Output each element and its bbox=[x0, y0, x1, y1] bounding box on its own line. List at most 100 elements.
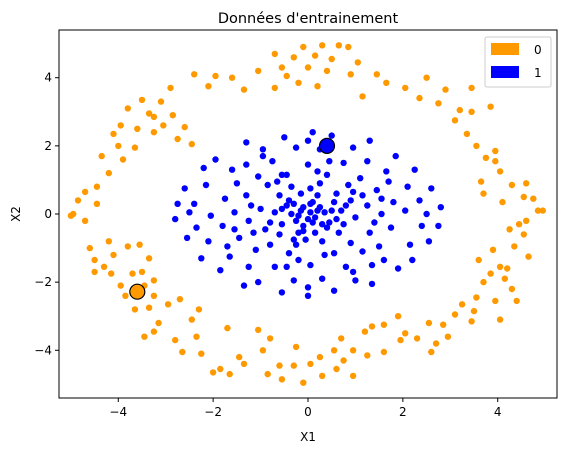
point-class-0-7 bbox=[328, 55, 335, 63]
point-class-1-128 bbox=[411, 166, 418, 173]
point-class-1-156 bbox=[290, 236, 297, 243]
point-class-1-138 bbox=[274, 178, 281, 185]
point-class-1-103 bbox=[174, 200, 181, 207]
point-class-1-67 bbox=[290, 277, 297, 284]
point-class-1-20 bbox=[335, 229, 342, 236]
point-class-0-47 bbox=[81, 188, 89, 196]
point-class-0-43 bbox=[131, 144, 139, 151]
point-class-1-126 bbox=[330, 250, 338, 257]
point-class-0-115 bbox=[259, 347, 267, 354]
point-class-1-154 bbox=[295, 212, 302, 219]
point-class-1-100 bbox=[437, 204, 444, 211]
point-class-0-70 bbox=[539, 207, 546, 214]
point-class-0-124 bbox=[150, 328, 158, 335]
point-class-1-92 bbox=[394, 265, 402, 272]
point-class-0-118 bbox=[217, 365, 224, 373]
chart-title: Données d'entrainement bbox=[218, 11, 399, 27]
point-class-0-90 bbox=[440, 321, 447, 328]
point-class-1-48 bbox=[373, 186, 380, 194]
point-class-0-120 bbox=[209, 369, 217, 376]
point-class-1-144 bbox=[259, 152, 267, 160]
point-class-1-133 bbox=[319, 221, 326, 228]
point-class-1-56 bbox=[390, 198, 397, 206]
point-class-0-73 bbox=[511, 243, 518, 250]
point-class-1-107 bbox=[240, 282, 248, 289]
point-class-0-133 bbox=[122, 292, 129, 299]
point-class-1-12 bbox=[314, 192, 321, 199]
point-class-0-50 bbox=[67, 212, 75, 219]
point-class-0-54 bbox=[181, 123, 188, 131]
point-class-1-11 bbox=[304, 215, 312, 223]
point-class-0-52 bbox=[150, 113, 158, 121]
point-class-0-140 bbox=[124, 243, 131, 250]
point-class-0-56 bbox=[174, 135, 181, 143]
point-class-0-79 bbox=[504, 265, 511, 272]
y-tick-label-0: −4 bbox=[34, 343, 52, 357]
highlighted-point-1 bbox=[129, 283, 146, 300]
point-class-0-147 bbox=[150, 292, 158, 299]
point-class-1-117 bbox=[292, 241, 300, 248]
point-class-0-93 bbox=[425, 319, 433, 327]
point-class-1-26 bbox=[352, 214, 359, 221]
x-axis: −4 −2 0 2 4 bbox=[109, 398, 502, 419]
point-class-1-54 bbox=[342, 263, 350, 270]
point-class-0-41 bbox=[115, 142, 122, 150]
point-class-0-152 bbox=[91, 268, 98, 276]
y-tick-label-3: 2 bbox=[44, 139, 52, 153]
point-class-0-137 bbox=[91, 256, 98, 264]
point-class-0-68 bbox=[534, 207, 542, 214]
legend: 0 1 bbox=[484, 36, 552, 88]
point-class-1-63 bbox=[245, 263, 252, 270]
point-class-1-31 bbox=[266, 241, 274, 248]
point-class-0-112 bbox=[300, 379, 307, 386]
point-class-0-132 bbox=[131, 306, 139, 313]
point-class-1-94 bbox=[428, 185, 435, 192]
point-class-0-38 bbox=[150, 129, 158, 136]
point-class-0-5 bbox=[290, 54, 297, 61]
point-class-0-65 bbox=[523, 180, 530, 187]
point-class-0-30 bbox=[416, 94, 423, 102]
point-class-0-98 bbox=[380, 321, 388, 328]
x-tick-label-3: 2 bbox=[399, 405, 407, 419]
point-class-0-37 bbox=[160, 122, 167, 129]
point-class-0-104 bbox=[338, 335, 345, 342]
point-class-0-33 bbox=[157, 98, 165, 105]
point-class-1-42 bbox=[359, 248, 366, 255]
point-class-1-139 bbox=[314, 168, 321, 175]
point-class-0-87 bbox=[496, 316, 504, 323]
point-class-0-60 bbox=[492, 158, 499, 165]
point-class-0-123 bbox=[172, 336, 179, 344]
point-class-0-34 bbox=[138, 96, 146, 104]
point-class-0-151 bbox=[195, 306, 203, 313]
point-class-0-117 bbox=[236, 353, 243, 361]
point-class-1-34 bbox=[321, 251, 328, 259]
point-class-1-84 bbox=[418, 222, 425, 230]
point-class-1-74 bbox=[383, 168, 390, 175]
point-class-0-154 bbox=[402, 330, 409, 337]
point-class-1-36 bbox=[364, 202, 371, 209]
point-class-0-128 bbox=[224, 324, 231, 332]
point-class-1-127 bbox=[278, 171, 286, 178]
point-class-1-51 bbox=[233, 180, 241, 187]
point-class-0-71 bbox=[506, 226, 513, 233]
point-class-1-72 bbox=[406, 241, 414, 248]
point-class-0-40 bbox=[110, 130, 117, 138]
point-class-1-1 bbox=[311, 214, 319, 221]
x-tick-label-1: −2 bbox=[204, 405, 222, 419]
point-class-1-41 bbox=[252, 246, 259, 253]
point-class-0-29 bbox=[451, 117, 459, 124]
point-class-1-147 bbox=[423, 210, 430, 218]
point-class-0-8 bbox=[255, 67, 262, 75]
point-class-1-57 bbox=[219, 222, 226, 230]
point-class-0-16 bbox=[191, 71, 198, 78]
point-class-0-67 bbox=[530, 195, 537, 202]
point-class-0-66 bbox=[520, 193, 527, 201]
point-class-1-32 bbox=[323, 171, 331, 178]
point-class-0-44 bbox=[98, 152, 105, 160]
point-class-0-63 bbox=[480, 190, 487, 197]
point-class-0-109 bbox=[319, 372, 326, 380]
point-class-1-104 bbox=[366, 137, 373, 144]
point-class-0-150 bbox=[188, 316, 195, 323]
point-class-0-95 bbox=[413, 335, 421, 342]
point-class-0-145 bbox=[129, 270, 136, 277]
